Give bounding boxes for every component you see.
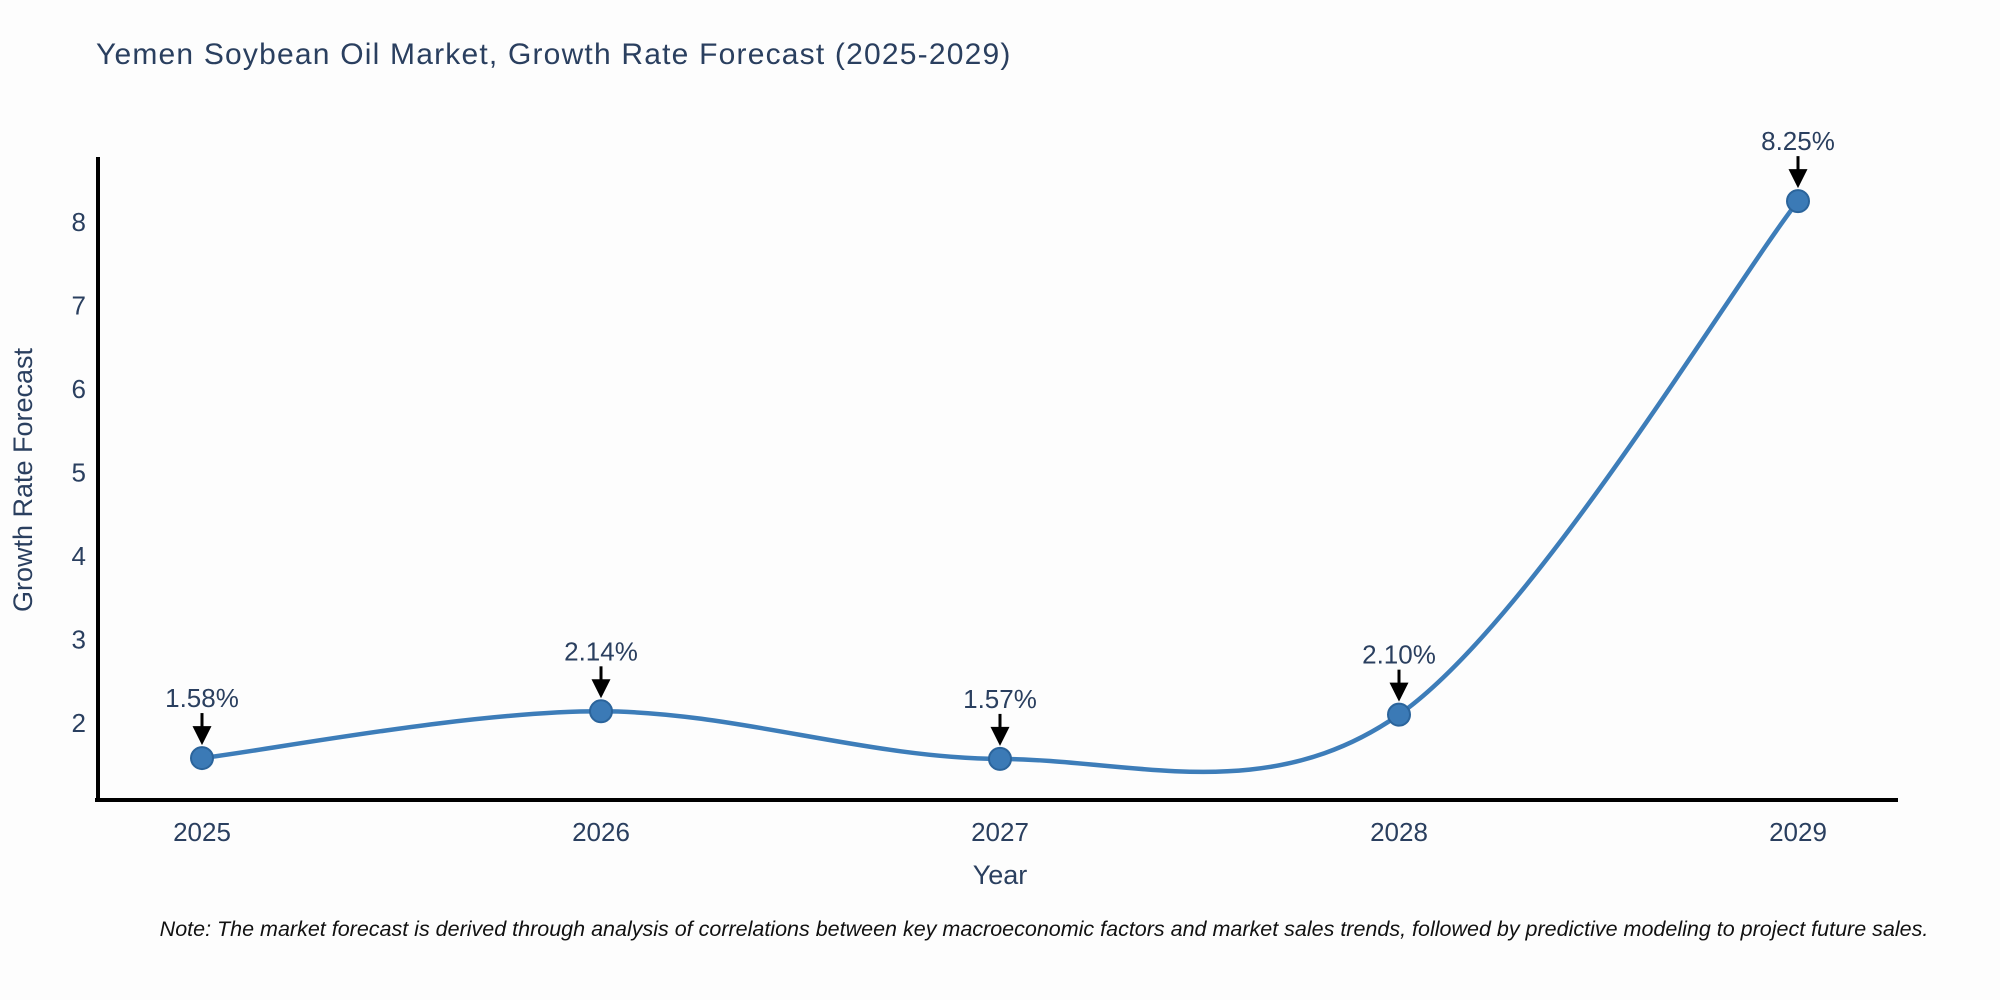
annotation-arrowhead <box>192 726 212 746</box>
y-tick-label: 7 <box>72 291 86 321</box>
y-tick-label: 6 <box>72 374 86 404</box>
y-tick-label: 8 <box>72 207 86 237</box>
annotation-label: 2.10% <box>1362 640 1436 670</box>
data-point-marker <box>589 699 613 724</box>
footnote: Note: The market forecast is derived thr… <box>160 917 1929 941</box>
series-markers <box>190 189 1810 771</box>
annotation-label: 1.57% <box>963 684 1037 714</box>
y-tick-label: 5 <box>72 458 86 488</box>
data-point-marker <box>1387 702 1411 727</box>
x-tick-label: 2025 <box>173 817 231 847</box>
annotation-arrowhead <box>1788 169 1808 189</box>
annotation-label: 1.58% <box>165 683 239 713</box>
y-tick-label: 3 <box>72 625 86 655</box>
y-axis-tick-labels: 2 3 4 5 6 7 8 <box>72 207 86 738</box>
y-tick-label: 2 <box>72 708 86 738</box>
x-tick-label: 2028 <box>1370 817 1428 847</box>
point-annotations: 1.58% 2.14% 1.57% 2.10% 8.25% <box>165 126 1835 746</box>
x-tick-label: 2026 <box>572 817 630 847</box>
data-point-marker <box>190 746 214 771</box>
annotation-arrowhead <box>990 726 1010 746</box>
data-point-marker <box>1786 189 1810 214</box>
annotation-arrowhead <box>1389 682 1409 702</box>
y-axis-title: Growth Rate Forecast <box>8 347 38 612</box>
series-line <box>199 198 1801 775</box>
y-tick-label: 4 <box>72 541 86 571</box>
chart-title: Yemen Soybean Oil Market, Growth Rate Fo… <box>96 38 1012 71</box>
x-axis-title: Year <box>973 860 1028 890</box>
x-axis-tick-labels: 2025 2026 2027 2028 2029 <box>173 817 1827 847</box>
x-tick-label: 2029 <box>1769 817 1827 847</box>
x-tick-label: 2027 <box>971 817 1029 847</box>
annotation-label: 2.14% <box>564 636 638 666</box>
annotation-label: 8.25% <box>1761 126 1835 156</box>
annotation-arrowhead <box>591 679 611 699</box>
data-point-marker <box>988 746 1012 771</box>
